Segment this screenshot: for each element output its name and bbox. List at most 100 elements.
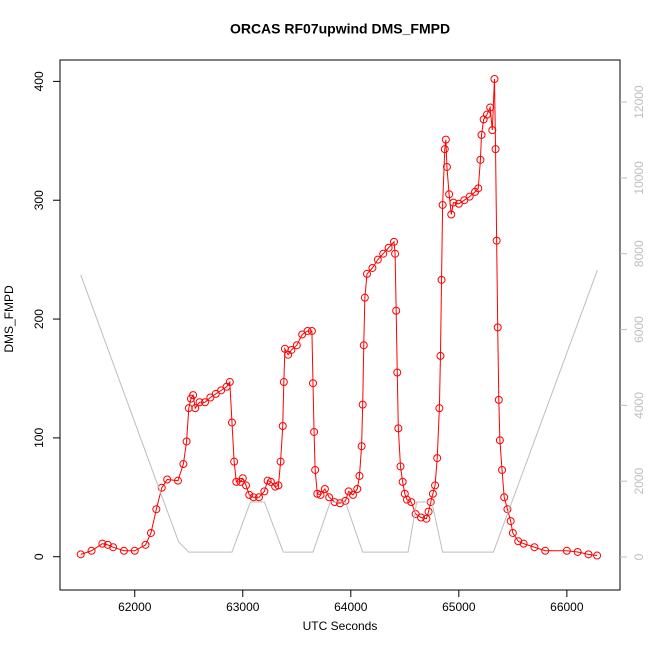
data-point: [76, 550, 85, 559]
data-point: [303, 326, 312, 335]
data-point: [152, 505, 161, 514]
data-point: [238, 474, 247, 483]
data-point: [562, 546, 571, 555]
data-point: [460, 196, 469, 205]
data-point: [493, 323, 502, 332]
plot-frame: [59, 59, 621, 591]
data-point: [441, 135, 450, 144]
x-tick-label: 64000: [334, 600, 368, 614]
data-point: [424, 507, 433, 516]
data-point: [573, 547, 582, 556]
data-point: [384, 243, 393, 252]
data-point: [495, 436, 504, 445]
data-point: [431, 481, 440, 490]
data-point: [109, 543, 118, 552]
y-axis-label: DMS_FMPD: [2, 285, 16, 353]
y2-tick-label: 10000: [632, 161, 646, 195]
x-tick-label: 65000: [442, 600, 476, 614]
data-point: [130, 546, 139, 555]
data-point: [308, 379, 317, 388]
data-point: [437, 275, 446, 284]
data-point: [355, 471, 364, 480]
data-point: [482, 110, 491, 119]
data-point: [230, 457, 239, 466]
y2-tick-label: 12000: [632, 85, 646, 119]
data-point: [359, 341, 368, 350]
data-point: [287, 345, 296, 354]
data-point: [357, 442, 366, 451]
data-point: [225, 378, 234, 387]
y-tick-label: 200: [32, 309, 46, 329]
data-point: [593, 551, 602, 560]
y-tick-label: 300: [32, 190, 46, 210]
data-point: [476, 155, 485, 164]
data-point: [292, 341, 301, 350]
data-point: [227, 418, 236, 427]
data-point: [390, 237, 399, 246]
data-point: [189, 391, 198, 400]
data-point: [348, 490, 357, 499]
data-point: [182, 437, 191, 446]
data-point: [396, 462, 405, 471]
data-point: [353, 484, 362, 493]
data-point: [310, 427, 319, 436]
data-point: [491, 145, 500, 154]
data-point: [307, 326, 316, 335]
data-point: [274, 481, 283, 490]
data-point: [87, 546, 96, 555]
data-point: [530, 543, 539, 552]
data-point: [245, 490, 254, 499]
data-point: [445, 190, 454, 199]
y2-tick-label: 2000: [632, 468, 646, 495]
data-point: [206, 393, 215, 402]
data-point: [278, 422, 287, 431]
data-point: [474, 184, 483, 193]
data-point: [98, 539, 107, 548]
data-point: [435, 404, 444, 413]
data-point: [402, 495, 411, 504]
data-point: [391, 249, 400, 258]
y-tick-label: 400: [32, 71, 46, 91]
data-point: [320, 484, 329, 493]
data-point: [146, 528, 155, 537]
x-tick-label: 62000: [118, 600, 152, 614]
data-point: [211, 389, 220, 398]
data-point: [492, 236, 501, 245]
data-point: [298, 330, 307, 339]
chart-title: ORCAS RF07upwind DMS_FMPD: [230, 21, 450, 37]
series-line: [80, 269, 598, 553]
data-point: [249, 493, 258, 502]
data-point: [519, 539, 528, 548]
data-point: [119, 546, 128, 555]
data-point: [488, 126, 497, 135]
data-point: [195, 398, 204, 407]
data-point: [440, 145, 449, 154]
data-point: [490, 75, 499, 84]
data-point: [325, 493, 334, 502]
data-point: [407, 498, 416, 507]
data-point: [442, 162, 451, 171]
series-line: [80, 78, 598, 557]
data-point: [360, 293, 369, 302]
data-point: [336, 499, 344, 508]
data-point: [454, 199, 463, 208]
x-tick-label: 66000: [550, 600, 584, 614]
x-axis-label: UTC Seconds: [303, 619, 378, 633]
data-point: [508, 528, 517, 537]
data-point: [242, 481, 251, 490]
y-tick-label: 0: [32, 553, 46, 560]
data-point: [465, 192, 474, 201]
data-point: [373, 255, 382, 264]
data-point: [506, 517, 515, 526]
data-point: [514, 537, 523, 546]
data-point: [449, 198, 458, 207]
data-point: [498, 465, 507, 474]
data-point: [394, 424, 403, 433]
data-point: [103, 540, 112, 549]
data-point: [179, 460, 188, 469]
data-point: [217, 386, 226, 395]
y2-tick-label: 8000: [632, 240, 646, 267]
data-point: [438, 200, 447, 209]
data-point: [379, 249, 388, 258]
data-point: [173, 476, 182, 485]
